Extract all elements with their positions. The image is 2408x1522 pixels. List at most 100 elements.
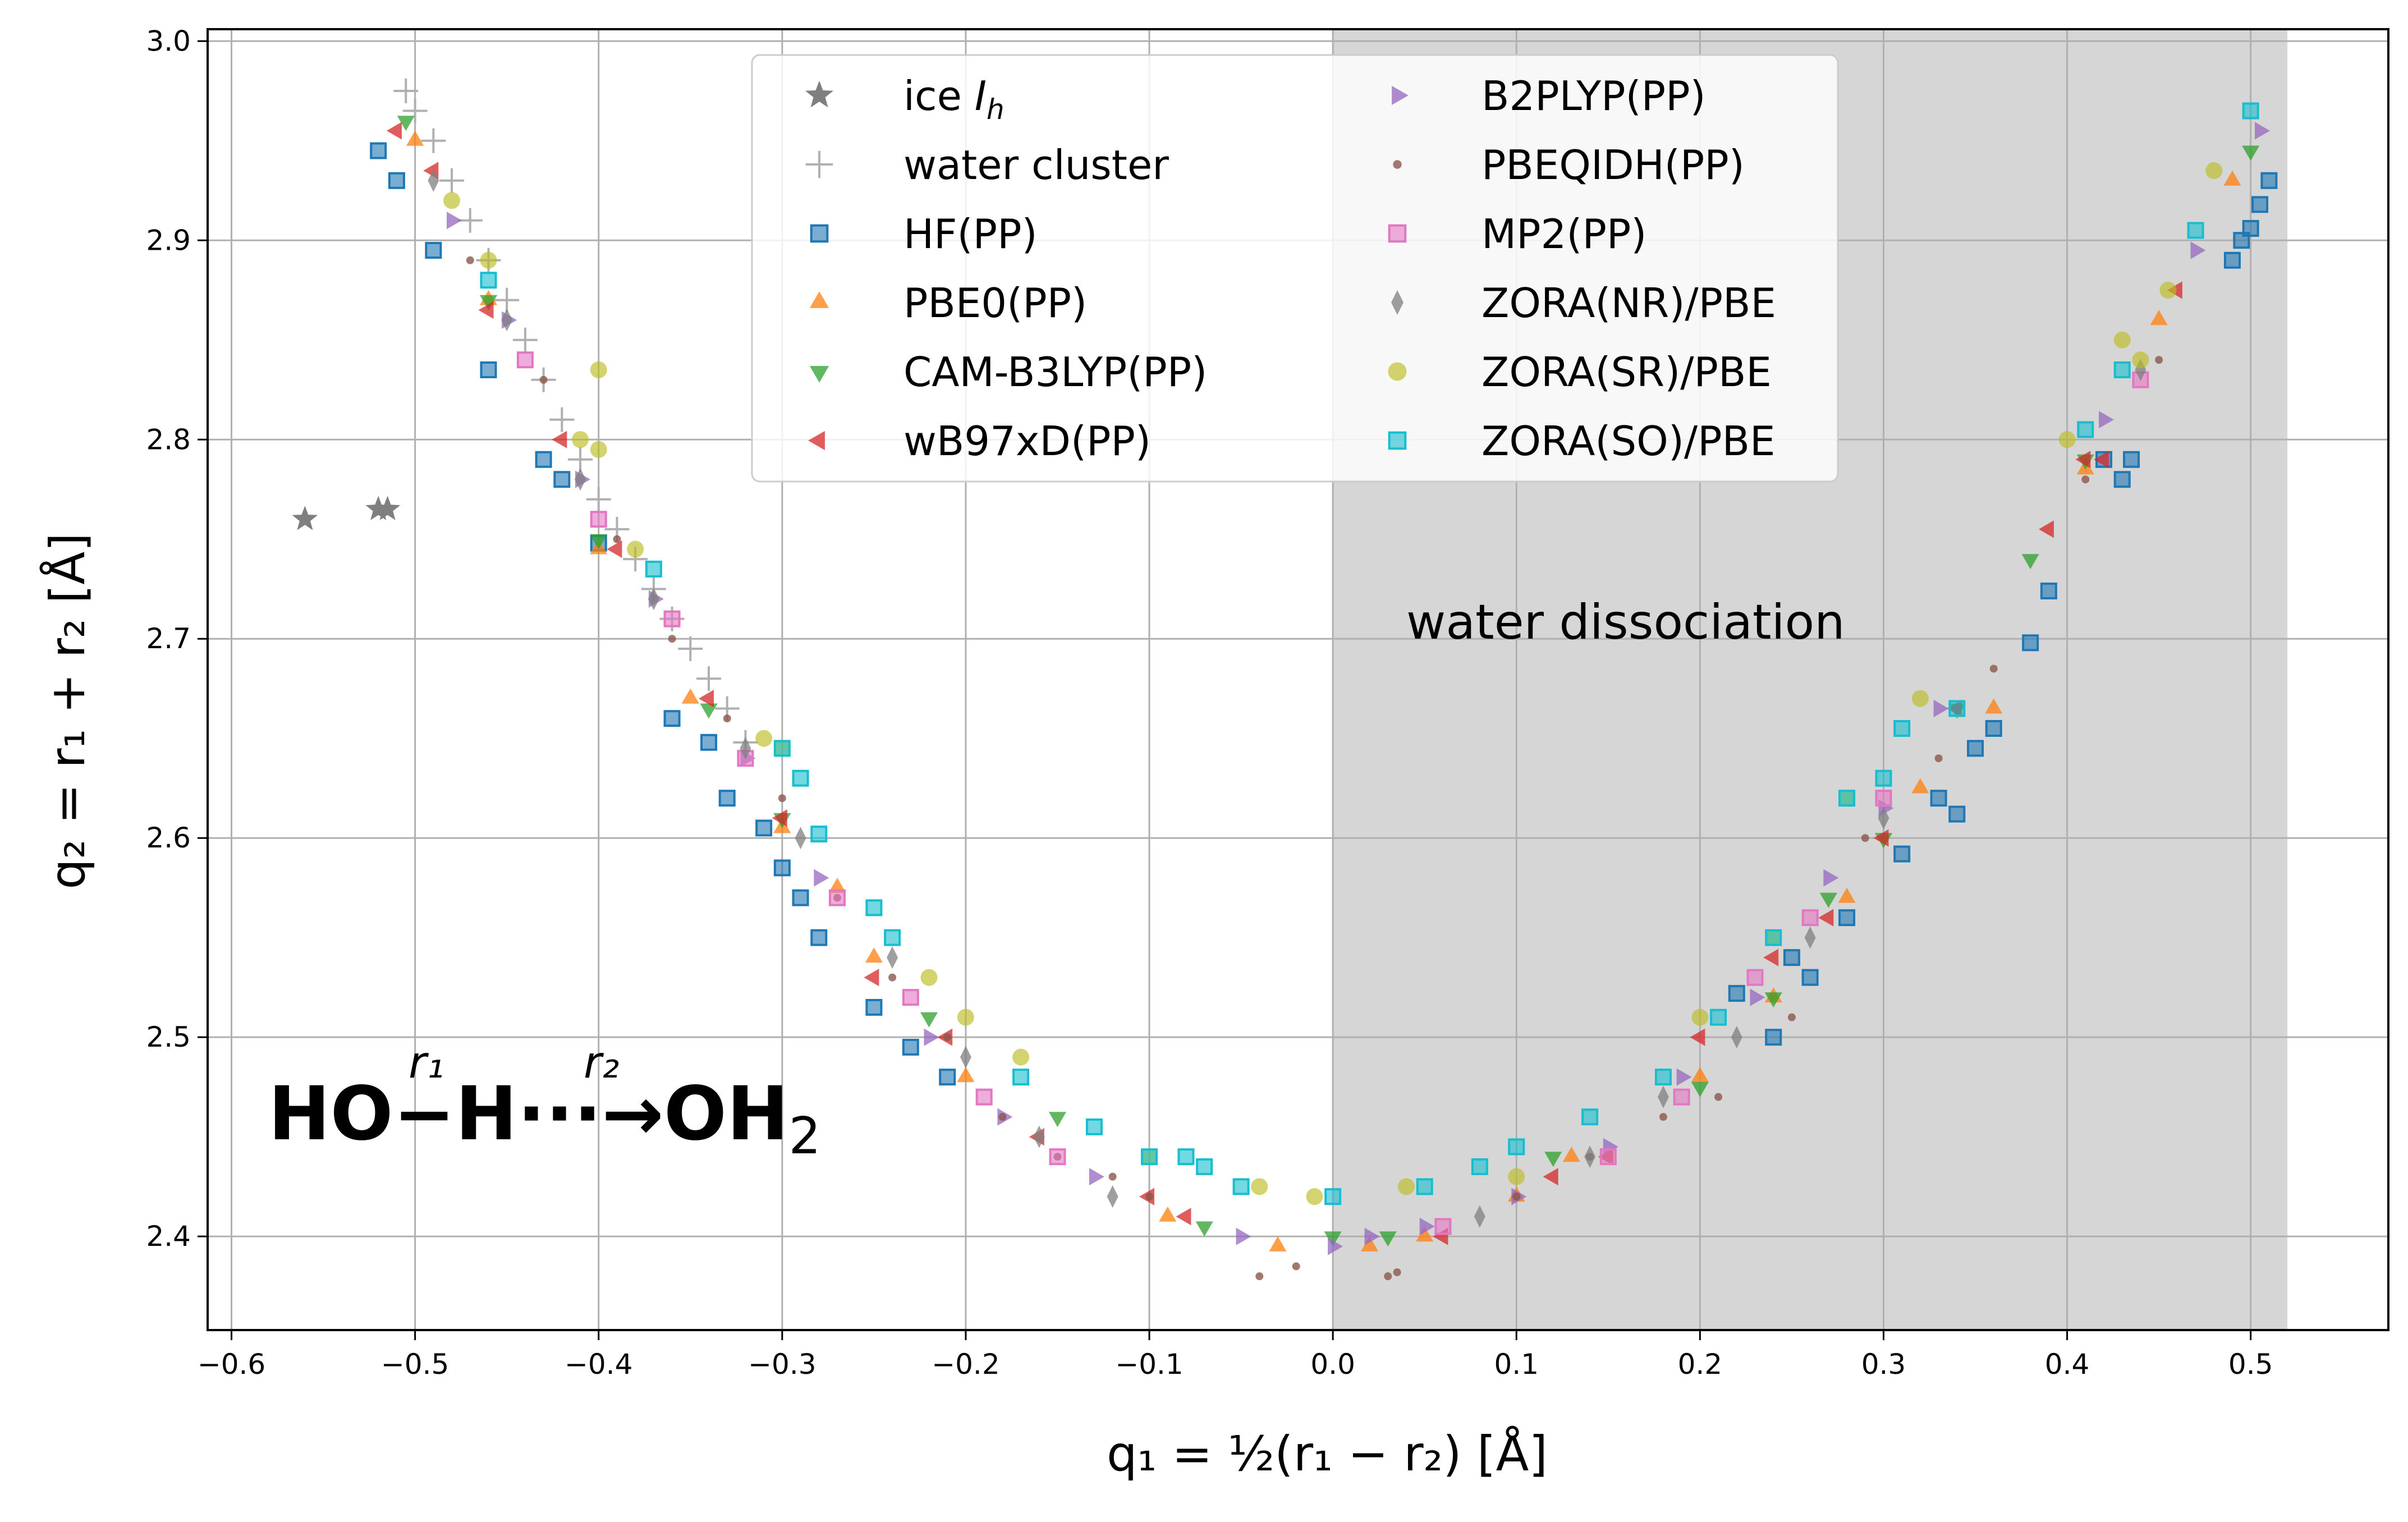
data-point bbox=[1324, 1188, 1342, 1205]
legend-marker bbox=[1393, 160, 1402, 169]
legend-label: HF(PP) bbox=[903, 210, 1038, 258]
data-point bbox=[2260, 172, 2278, 189]
reaction-bond: − bbox=[393, 1071, 456, 1157]
legend-label: PBEQIDH(PP) bbox=[1482, 141, 1745, 189]
data-point bbox=[1691, 1067, 1709, 1083]
data-point bbox=[1934, 754, 1943, 763]
data-point bbox=[1930, 790, 1947, 807]
y-tick-label: 2.5 bbox=[146, 1021, 191, 1053]
data-point bbox=[2123, 451, 2140, 468]
legend-label: PBE0(PP) bbox=[903, 279, 1087, 327]
legend-marker bbox=[808, 430, 825, 451]
x-tick-label: −0.4 bbox=[565, 1348, 632, 1381]
data-point bbox=[1232, 1178, 1250, 1195]
data-point bbox=[792, 889, 809, 906]
data-point bbox=[457, 208, 483, 233]
data-point bbox=[1989, 664, 1998, 673]
svg-text:HO−H···→OH2: HO−H···→OH2 bbox=[268, 1071, 821, 1166]
data-point bbox=[1108, 1172, 1117, 1181]
data-point bbox=[864, 969, 879, 987]
data-point bbox=[700, 703, 718, 719]
data-point bbox=[1659, 1113, 1667, 1121]
legend-entry-zora-sr-pbe: ZORA(SR)/PBE bbox=[1388, 349, 1772, 396]
data-point bbox=[1691, 1081, 1709, 1097]
data-point bbox=[1657, 1085, 1669, 1108]
legend-entry-pbeqidh-pp: PBEQIDH(PP) bbox=[1393, 141, 1745, 189]
data-point bbox=[957, 1008, 974, 1026]
data-point bbox=[957, 1067, 975, 1083]
data-point bbox=[1306, 1188, 1323, 1205]
data-point bbox=[406, 130, 424, 146]
data-point bbox=[479, 295, 498, 310]
x-tick-label: −0.1 bbox=[1115, 1348, 1183, 1381]
data-point bbox=[1728, 985, 1745, 1002]
legend-entry-water-cluster: water cluster bbox=[805, 141, 1169, 189]
legend-label: ZORA(SO)/PBE bbox=[1482, 418, 1775, 465]
data-point bbox=[1746, 969, 1764, 986]
data-point bbox=[292, 506, 318, 530]
data-point bbox=[1875, 769, 1892, 787]
data-point bbox=[494, 287, 520, 313]
legend-label: ZORA(NR)/PBE bbox=[1482, 279, 1776, 327]
data-point bbox=[1508, 1138, 1525, 1156]
y-axis-label: q₂ = r₁ + r₂ [Å] bbox=[39, 533, 96, 889]
data-point bbox=[447, 212, 462, 230]
y-tick-label: 2.4 bbox=[146, 1220, 191, 1253]
data-point bbox=[2159, 282, 2177, 299]
data-point bbox=[1236, 1227, 1251, 1245]
data-point bbox=[2242, 102, 2259, 120]
reaction-right: OH bbox=[664, 1071, 789, 1157]
series-zora-nr-pbe bbox=[428, 169, 2146, 1228]
data-point bbox=[1750, 988, 1765, 1006]
data-point bbox=[1861, 834, 1869, 842]
data-point bbox=[374, 496, 401, 520]
data-point bbox=[1823, 869, 1839, 887]
data-point bbox=[1416, 1226, 1434, 1242]
data-point bbox=[2150, 310, 2168, 326]
data-point bbox=[1048, 1112, 1067, 1127]
data-point bbox=[1838, 887, 1856, 903]
data-point bbox=[1512, 1193, 1521, 1201]
data-point bbox=[466, 256, 474, 264]
data-point bbox=[1364, 1227, 1380, 1245]
data-point bbox=[1893, 845, 1911, 863]
x-tick-label: 0.5 bbox=[2228, 1348, 2273, 1381]
data-point bbox=[501, 309, 513, 332]
legend-marker bbox=[809, 291, 829, 308]
data-point bbox=[1873, 829, 1889, 847]
data-point bbox=[1033, 1125, 1045, 1148]
data-point bbox=[773, 859, 791, 877]
data-point bbox=[575, 468, 586, 491]
data-point bbox=[613, 535, 621, 543]
data-point bbox=[1562, 1147, 1580, 1162]
legend-label: B2PLYP(PP) bbox=[1482, 72, 1706, 120]
data-point bbox=[1801, 909, 1819, 927]
data-point bbox=[1765, 929, 1782, 946]
data-point bbox=[1393, 1268, 1401, 1277]
data-point bbox=[2223, 170, 2241, 186]
data-point bbox=[1783, 949, 1800, 966]
data-point bbox=[2099, 411, 2114, 429]
data-point bbox=[1654, 1069, 1672, 1086]
legend-label: ice Ih bbox=[903, 72, 1005, 126]
data-point bbox=[1818, 909, 1834, 927]
data-point bbox=[2155, 356, 2163, 364]
data-point bbox=[1176, 1208, 1191, 1226]
data-point bbox=[393, 79, 419, 104]
data-point bbox=[590, 511, 607, 528]
reaction-left: HO bbox=[268, 1071, 393, 1157]
legend-marker bbox=[1388, 362, 1407, 381]
data-point bbox=[2058, 431, 2076, 448]
x-tick-label: 0.0 bbox=[1310, 1348, 1355, 1381]
data-point bbox=[828, 889, 846, 906]
data-point bbox=[2113, 361, 2131, 379]
data-point bbox=[1471, 1158, 1488, 1175]
data-point bbox=[1361, 1236, 1379, 1251]
data-point bbox=[552, 430, 567, 448]
data-point bbox=[2113, 471, 2131, 488]
data-point bbox=[755, 730, 773, 747]
data-point bbox=[1584, 1145, 1596, 1168]
legend-marker bbox=[805, 80, 834, 108]
data-point bbox=[1948, 805, 1966, 823]
legend-entry-ice-i-h: ice Ih bbox=[805, 72, 1005, 126]
